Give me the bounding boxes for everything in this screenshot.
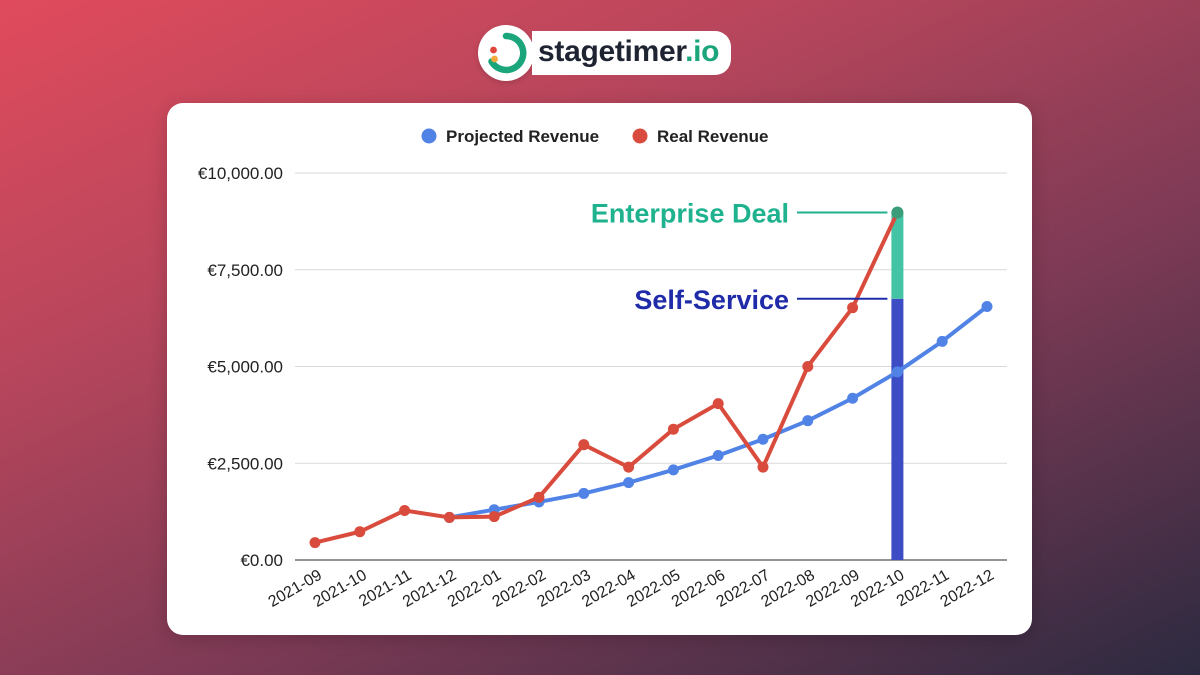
- data-point: [712, 398, 724, 410]
- legend-item: Projected Revenue: [421, 127, 599, 146]
- enterprise-deal-annotation: Enterprise Deal: [591, 198, 888, 228]
- y-tick-label: €5,000.00: [207, 358, 283, 377]
- legend-marker: [421, 128, 437, 144]
- data-point: [488, 511, 500, 523]
- data-point: [667, 464, 679, 476]
- data-point: [847, 302, 859, 314]
- data-point: [623, 477, 635, 489]
- data-point: [309, 537, 321, 549]
- legend-item: Real Revenue: [632, 127, 769, 146]
- stacked-bar-segment: [891, 298, 904, 560]
- data-point: [891, 366, 903, 378]
- data-point: [757, 433, 769, 445]
- data-point: [578, 487, 590, 499]
- data-point: [757, 461, 769, 473]
- enterprise-marker: [891, 206, 904, 219]
- data-point: [443, 511, 455, 523]
- legend: Projected Revenue Real Revenue: [421, 127, 769, 146]
- y-tick-label: €2,500.00: [207, 454, 283, 473]
- series-line: [447, 304, 989, 520]
- self-service-annotation: Self-Service: [634, 285, 888, 315]
- legend-marker: [632, 128, 648, 144]
- data-point: [623, 461, 635, 473]
- data-point: [533, 491, 545, 503]
- data-point: [802, 361, 814, 372]
- y-tick-label: €7,500.00: [207, 261, 283, 280]
- legend-label: Projected Revenue: [446, 127, 599, 146]
- logo-wordmark: stagetimer.io: [532, 31, 732, 75]
- data-point: [578, 439, 590, 451]
- data-point: [667, 423, 679, 435]
- data-point: [981, 301, 993, 313]
- chart-card: €0.00 €2,500.00 €5,000.00 €7,500.00 €10,000.…: [167, 103, 1032, 635]
- data-point: [399, 504, 411, 516]
- data-point: [712, 450, 724, 462]
- data-point: [847, 392, 859, 404]
- annotation-label: Enterprise Deal: [591, 198, 789, 228]
- legend-label: Real Revenue: [657, 127, 769, 146]
- data-point: [936, 335, 948, 347]
- stagetimer-logo: stagetimer.io: [478, 24, 732, 82]
- y-tick-label: €0.00: [240, 551, 283, 570]
- data-point: [354, 526, 366, 538]
- data-point: [802, 415, 814, 427]
- stagetimer-logo-icon: [478, 25, 534, 81]
- series-line: [313, 210, 900, 545]
- annotation-label: Self-Service: [634, 285, 789, 315]
- revenue-chart: €0.00 €2,500.00 €5,000.00 €7,500.00 €10,000.…: [198, 127, 1007, 611]
- stacked-bar-segment: [891, 212, 904, 299]
- y-tick-label: €10,000.00: [198, 164, 283, 183]
